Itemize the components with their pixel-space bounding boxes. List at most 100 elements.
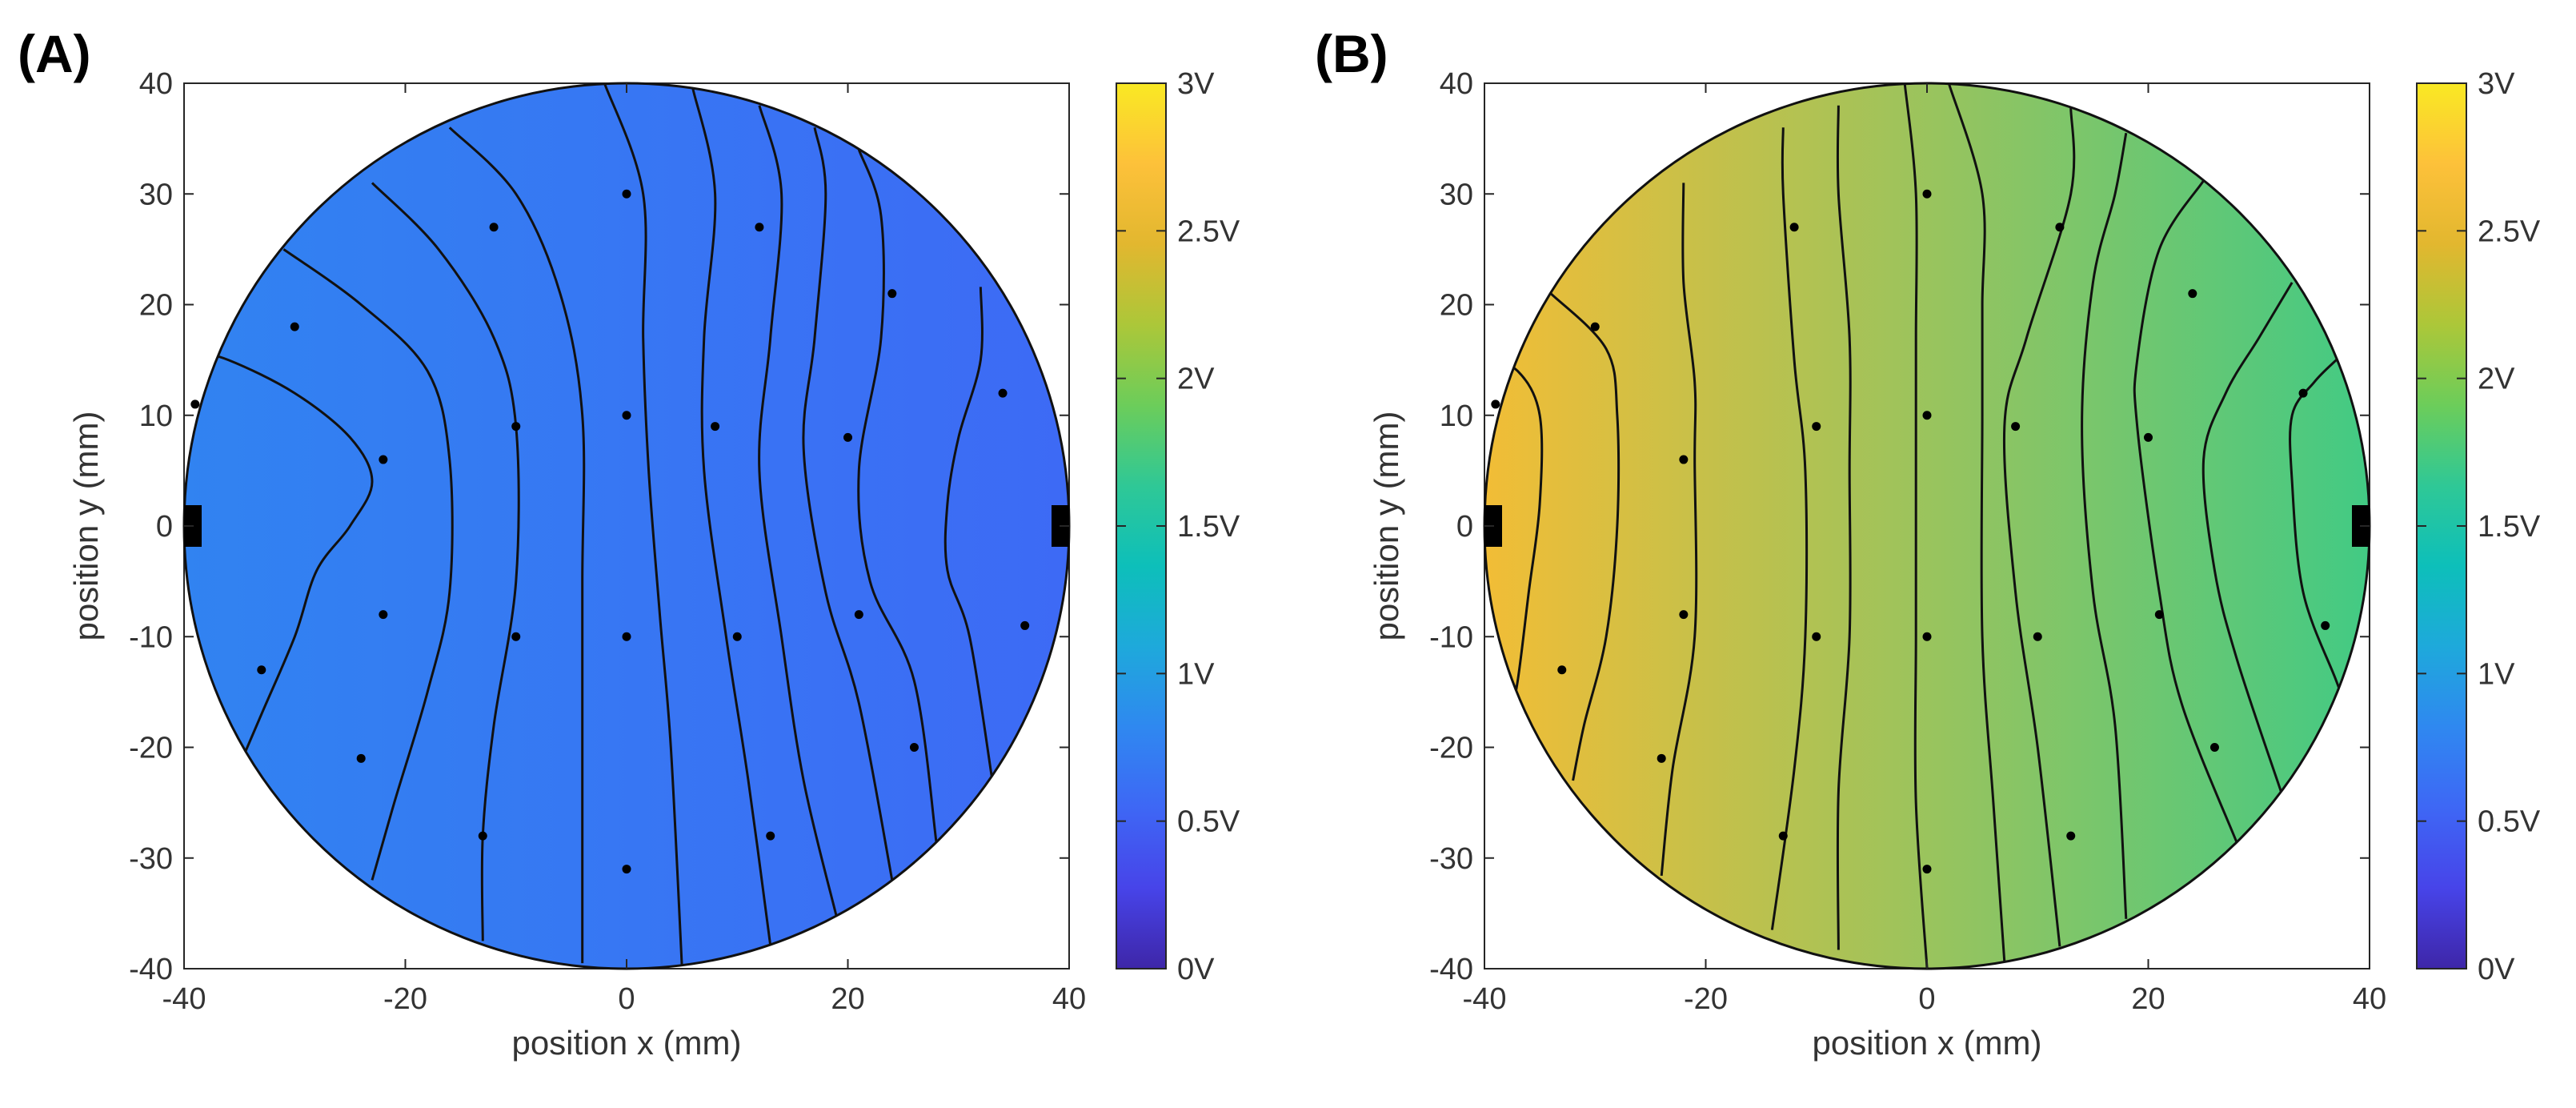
wafer-map [184, 83, 1069, 969]
measurement-point [1922, 865, 1932, 874]
y-tick-label: 0 [156, 510, 173, 544]
contour-line [1660, 183, 1698, 877]
measurement-point [1812, 632, 1821, 641]
wafer-map [1484, 83, 2370, 969]
measurement-point [257, 665, 266, 675]
measurement-point [511, 422, 521, 432]
colorbar-tick-label: 3V [1177, 67, 1215, 101]
measurement-point [2066, 831, 2076, 841]
contour-line [1903, 84, 1929, 968]
contour-line [1549, 292, 1621, 781]
colorbar-tick-label: 3V [2478, 67, 2515, 101]
x-tick-label: -40 [1463, 982, 1507, 1016]
measurement-point [1679, 455, 1689, 464]
colorbar-tick-label: 1V [2478, 657, 2515, 691]
colorbar-tick-label: 2V [2478, 363, 2515, 396]
measurement-point [2298, 388, 2308, 398]
measurement-point [2154, 610, 2164, 620]
measurement-point [2144, 432, 2153, 442]
measurement-point [1679, 610, 1689, 620]
colorbar-tick-label: 0.5V [2478, 805, 2541, 839]
colorbar-tick-label: 2.5V [2478, 215, 2541, 248]
contour-line [2002, 107, 2076, 947]
measurement-point [622, 411, 631, 420]
measurement-point [622, 865, 631, 874]
contour-line [758, 105, 839, 918]
contour-line [691, 88, 772, 946]
x-tick-label: -20 [1684, 982, 1728, 1016]
measurement-point [511, 632, 521, 641]
y-axis-label: position y (mm) [67, 411, 105, 640]
contour-line [371, 182, 520, 941]
measurement-point [190, 399, 200, 409]
measurement-point [2011, 422, 2021, 432]
measurement-point [1922, 632, 1932, 641]
measurement-point [2055, 223, 2065, 232]
measurement-point [622, 632, 631, 641]
x-tick-label: 0 [1918, 982, 1935, 1016]
measurement-point [2033, 632, 2042, 641]
y-tick-label: -10 [129, 620, 173, 654]
colorbar-tick-label: 0V [2478, 953, 2515, 986]
contour-line [1770, 127, 1809, 930]
x-tick-label: 40 [1052, 982, 1086, 1016]
contour-line [1836, 105, 1852, 950]
x-tick-label: 20 [2131, 982, 2165, 1016]
y-tick-label: 20 [1440, 289, 1473, 323]
y-tick-label: 10 [139, 399, 173, 433]
contour-lines [184, 83, 993, 965]
panel-label: (A) [18, 24, 91, 83]
measurement-point [766, 831, 775, 841]
contour-line [448, 126, 586, 964]
y-tick-label: -10 [1429, 620, 1473, 654]
x-tick-label: 0 [618, 982, 635, 1016]
x-axis-label: position x (mm) [511, 1024, 741, 1062]
contour-lines [1484, 83, 2354, 968]
y-tick-label: -40 [1429, 953, 1473, 986]
y-tick-label: -30 [129, 842, 173, 876]
measurement-point [711, 422, 720, 432]
contour-line [603, 83, 683, 965]
x-tick-label: -40 [162, 982, 206, 1016]
y-tick-label: 10 [1440, 399, 1473, 433]
x-tick-label: -20 [383, 982, 427, 1016]
measurement-point [1020, 620, 1030, 630]
colorbar-tick-label: 1.5V [2478, 510, 2541, 544]
x-tick-label: 20 [831, 982, 864, 1016]
colorbar-tick-label: 0.5V [1177, 805, 1240, 839]
measurement-point [1778, 831, 1788, 841]
measurement-point [478, 831, 487, 841]
y-tick-label: -20 [1429, 732, 1473, 765]
colorbar-tick-label: 2V [1177, 363, 1215, 396]
x-tick-label: 40 [2353, 982, 2386, 1016]
measurement-point [887, 289, 897, 299]
measurement-point [1590, 322, 1600, 331]
contour-line [857, 149, 938, 843]
measurement-point [755, 223, 764, 232]
colorbar-tick-label: 1V [1177, 657, 1215, 691]
y-tick-label: 30 [139, 178, 173, 211]
measurement-point [379, 455, 388, 464]
measurement-point [909, 743, 919, 752]
measurement-point [1922, 189, 1932, 199]
colorbar-tick-label: 1.5V [1177, 510, 1240, 544]
y-tick-label: -30 [1429, 842, 1473, 876]
contour-line [184, 347, 374, 793]
measurement-point [1657, 753, 1666, 763]
measurement-point [356, 753, 366, 763]
measurement-point [854, 610, 863, 620]
measurement-point [2188, 289, 2197, 299]
contour-line [2081, 132, 2128, 919]
colorbar-tick-label: 2.5V [1177, 215, 1240, 248]
contour-line [2289, 359, 2354, 726]
measurement-point [1789, 223, 1799, 232]
measurement-point [622, 189, 631, 199]
measurement-point [732, 632, 742, 641]
contour-line [282, 248, 454, 881]
y-tick-label: 20 [139, 289, 173, 323]
panel-a: (A) -40 -20 0 20 40 40 30 20 10 0 -10 -20 -30 -40 posit… [18, 24, 1240, 1062]
contour-line [802, 127, 894, 881]
measurement-point [2321, 620, 2330, 630]
